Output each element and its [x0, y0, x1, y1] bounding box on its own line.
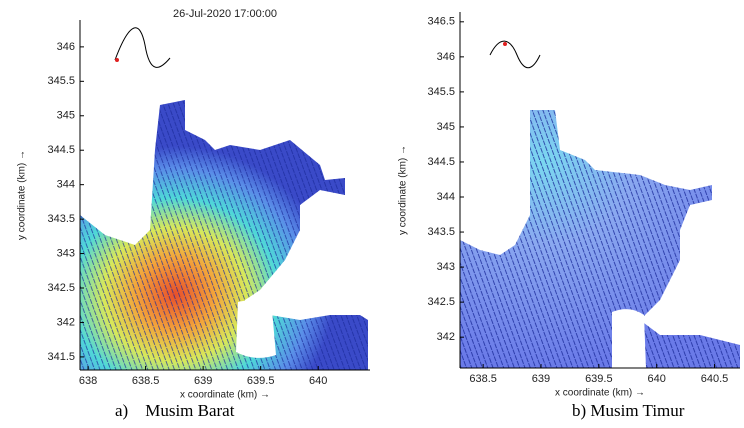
y-tick-label: 345.5: [427, 86, 455, 98]
caption: b) Musim Timur: [572, 401, 685, 420]
y-tick-label: 344.5: [427, 156, 455, 168]
tide-marker: [115, 58, 119, 62]
x-tick-label: 638: [79, 375, 97, 387]
x-axis-label: x coordinate (km) →: [555, 388, 645, 399]
caption: a) Musim Barat: [115, 401, 235, 420]
y-tick-label: 345: [57, 110, 75, 122]
y-tick-label: 342: [57, 316, 75, 328]
field-right: [460, 110, 740, 368]
y-tick-label: 346.5: [427, 16, 455, 28]
y-tick-label: 344: [437, 191, 455, 203]
x-axis-label: x coordinate (km) →: [180, 390, 270, 401]
y-tick-label: 343.5: [47, 213, 75, 225]
chart-title: 26-Jul-2020 17:00:00: [173, 8, 277, 20]
y-tick-label: 345.5: [47, 75, 75, 87]
y-tick-label: 343: [437, 261, 455, 273]
x-tick-label: 640: [648, 373, 666, 385]
y-tick-label: 345: [437, 121, 455, 133]
x-tick-label: 640: [309, 375, 327, 387]
y-tick-label: 344.5: [47, 144, 75, 156]
x-tick-label: 639: [194, 375, 212, 387]
y-tick-label: 346: [437, 51, 455, 63]
field-left: [80, 100, 368, 370]
x-tick-label: 639.5: [247, 375, 275, 387]
y-tick-label: 343: [57, 247, 75, 259]
y-tick-label: 342.5: [47, 282, 75, 294]
y-tick-label: 342: [437, 331, 455, 343]
tide-glyph: [489, 40, 541, 69]
x-tick-label: 638.5: [469, 373, 497, 385]
y-axis-label: y coordinate (km) →: [17, 150, 28, 240]
tide-marker: [503, 42, 507, 46]
x-tick-label: 639.5: [585, 373, 613, 385]
tide-glyph: [114, 27, 171, 68]
y-tick-label: 346: [57, 41, 75, 53]
y-tick-label: 341.5: [47, 351, 75, 363]
y-tick-label: 342.5: [427, 296, 455, 308]
y-tick-label: 343.5: [427, 226, 455, 238]
x-tick-label: 640.5: [701, 373, 729, 385]
x-tick-label: 639: [532, 373, 550, 385]
y-axis-label: y coordinate (km) →: [398, 145, 409, 235]
y-tick-label: 344: [57, 179, 75, 191]
x-tick-label: 638.5: [132, 375, 160, 387]
